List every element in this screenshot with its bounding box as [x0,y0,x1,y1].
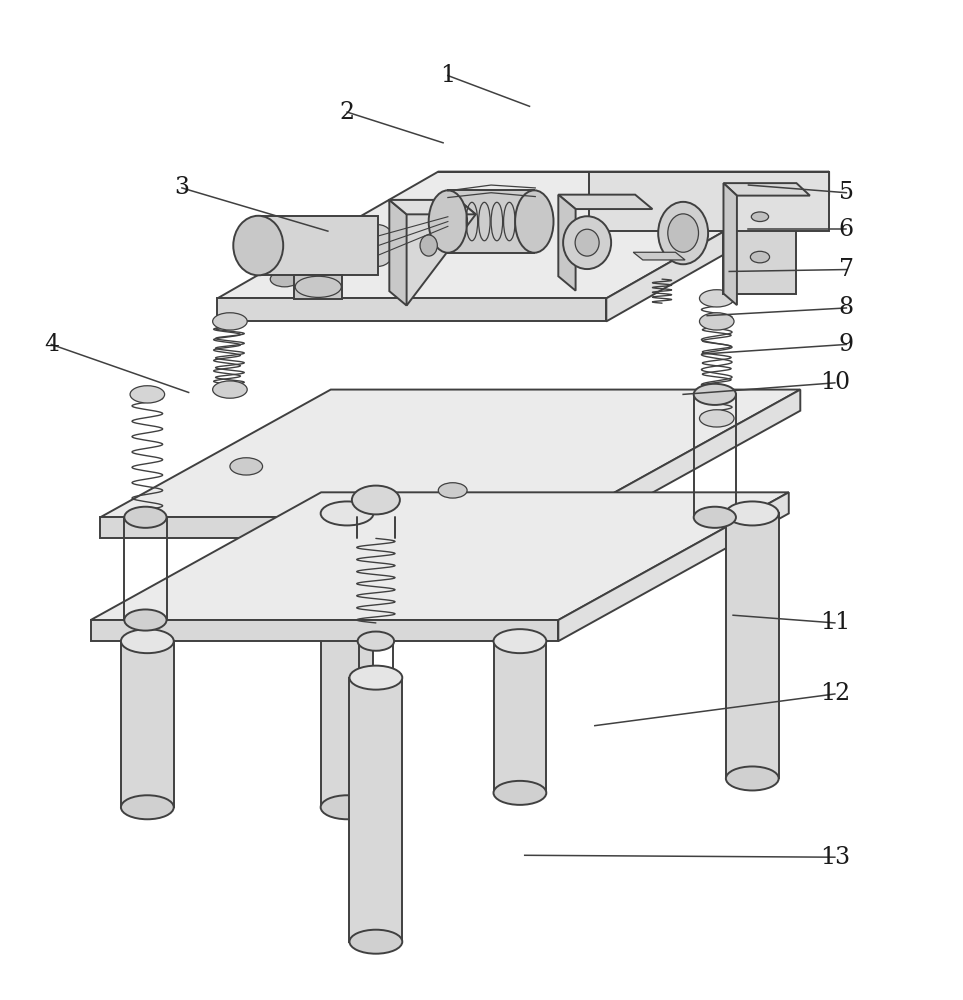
Polygon shape [350,678,403,942]
Text: 2: 2 [340,101,354,124]
Polygon shape [121,641,173,807]
Polygon shape [723,183,796,294]
Polygon shape [559,195,576,291]
Ellipse shape [357,632,394,651]
Polygon shape [321,513,374,807]
Polygon shape [218,298,607,321]
Ellipse shape [515,190,554,253]
Ellipse shape [667,214,698,252]
Ellipse shape [233,216,283,275]
Polygon shape [634,252,685,260]
Ellipse shape [124,507,167,528]
Polygon shape [389,200,476,214]
Ellipse shape [230,458,263,475]
Text: 3: 3 [174,176,190,199]
Polygon shape [723,183,737,305]
Polygon shape [559,492,789,641]
Polygon shape [493,641,546,793]
Polygon shape [91,492,789,620]
Ellipse shape [438,483,467,498]
Ellipse shape [751,212,768,222]
Text: 8: 8 [839,296,854,319]
Ellipse shape [726,766,779,790]
Text: 9: 9 [839,333,854,356]
Text: 11: 11 [820,611,850,634]
Ellipse shape [493,629,546,653]
Text: 5: 5 [839,181,854,204]
Polygon shape [100,390,800,517]
Text: 6: 6 [839,218,854,241]
Ellipse shape [699,313,734,330]
Polygon shape [100,517,570,538]
Text: 1: 1 [440,64,455,87]
Polygon shape [448,190,534,253]
Ellipse shape [271,271,299,287]
Ellipse shape [420,235,437,256]
Polygon shape [258,216,378,275]
Text: 10: 10 [820,371,850,394]
Ellipse shape [699,410,734,427]
Ellipse shape [693,384,736,405]
Ellipse shape [429,190,467,253]
Ellipse shape [213,313,247,330]
Ellipse shape [130,386,165,403]
Polygon shape [726,513,779,778]
Polygon shape [218,172,829,298]
Ellipse shape [321,795,374,819]
Ellipse shape [350,930,403,954]
Ellipse shape [575,229,599,256]
Ellipse shape [321,501,374,525]
Ellipse shape [726,501,779,525]
Ellipse shape [130,509,165,526]
Ellipse shape [693,507,736,528]
Ellipse shape [350,666,403,690]
Polygon shape [389,200,406,306]
Ellipse shape [121,629,173,653]
Ellipse shape [124,609,167,631]
Polygon shape [723,183,810,196]
Ellipse shape [750,251,769,263]
Ellipse shape [563,216,612,269]
Ellipse shape [361,225,396,266]
Polygon shape [559,195,652,209]
Polygon shape [570,390,800,538]
Ellipse shape [493,781,546,805]
Text: 4: 4 [43,333,59,356]
Ellipse shape [351,486,400,514]
Ellipse shape [213,381,247,398]
Text: 12: 12 [820,682,850,705]
Ellipse shape [357,668,394,687]
Polygon shape [589,172,829,231]
Text: 7: 7 [839,258,854,281]
Ellipse shape [699,290,734,307]
Polygon shape [91,620,559,641]
Ellipse shape [121,795,173,819]
Polygon shape [389,200,476,306]
Polygon shape [607,172,829,321]
Polygon shape [295,275,342,299]
Text: 13: 13 [820,846,850,869]
Ellipse shape [658,202,708,264]
